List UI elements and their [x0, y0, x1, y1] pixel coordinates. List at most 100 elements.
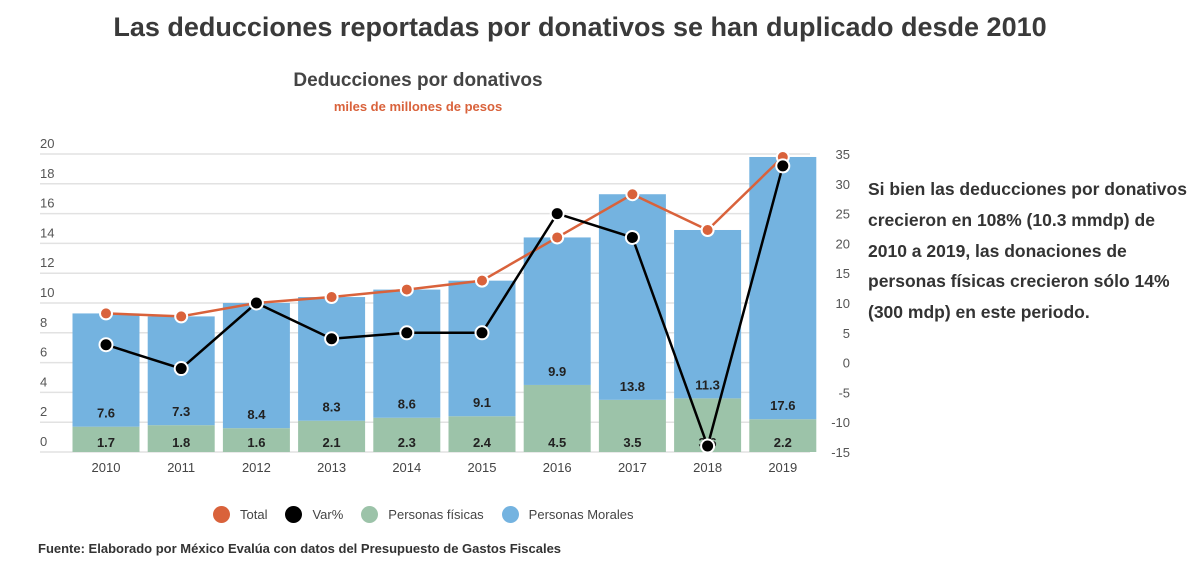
data-label-fisicas: 3.5 [623, 435, 641, 450]
legend: Total Var% Personas físicas Personas Mor… [213, 506, 651, 523]
y-tick-label: 2 [40, 404, 47, 419]
bar-personas-fisicas [749, 419, 817, 452]
page-title: Las deducciones reportadas por donativos… [113, 12, 1047, 42]
data-label-fisicas: 2.3 [398, 435, 416, 450]
bar-personas-morales [598, 194, 666, 400]
chart-subtitle: miles de millones de pesos [333, 99, 503, 114]
y2-tick-label: 0 [843, 356, 850, 371]
x-tick-label: 2013 [317, 460, 346, 475]
line-var [105, 165, 785, 451]
bar-personas-morales [448, 280, 516, 417]
y-tick-label: 6 [40, 345, 47, 360]
legend-item-morales: Personas Morales [501, 506, 633, 523]
point-total [550, 230, 565, 245]
point-var [248, 295, 264, 311]
bar-personas-morales [749, 156, 817, 420]
data-label-morales: 9.1 [473, 395, 491, 410]
y2-tick-label: 10 [836, 296, 850, 311]
legend-item-fisicas: Personas físicas [361, 506, 484, 523]
y2-tick-label: 15 [836, 266, 850, 281]
bar-personas-fisicas [72, 426, 140, 452]
point-var [98, 337, 114, 353]
y-tick-label: 4 [40, 374, 47, 389]
point-total [399, 282, 414, 297]
bar-personas-fisicas [222, 428, 290, 452]
data-label-fisicas: 1.7 [97, 435, 115, 450]
y-tick-label: 10 [40, 285, 54, 300]
data-label-morales: 9.9 [548, 364, 566, 379]
point-var [549, 206, 565, 222]
y2-tick-label: 5 [843, 326, 850, 341]
x-tick-label: 2015 [468, 460, 497, 475]
data-label-morales: 8.4 [247, 407, 266, 422]
legend-swatch [361, 506, 379, 523]
legend-swatch [285, 506, 303, 523]
y2-tick-label: -5 [838, 385, 850, 400]
y-tick-label: 8 [40, 315, 47, 330]
y2-tick-label: -10 [831, 415, 850, 430]
point-total [324, 290, 339, 305]
x-tick-label: 2019 [768, 460, 797, 475]
x-tick-label: 2014 [392, 460, 421, 475]
data-label-morales: 7.3 [172, 404, 190, 419]
point-total [625, 187, 640, 202]
point-var [775, 158, 791, 174]
x-tick-label: 2011 [167, 460, 195, 475]
y2-tick-label: 20 [836, 236, 850, 251]
point-var [324, 331, 340, 347]
y-tick-label: 20 [40, 136, 54, 151]
legend-swatch [213, 506, 230, 523]
y-tick-label: 0 [40, 434, 47, 449]
x-tick-label: 2017 [618, 460, 647, 475]
point-var [173, 361, 189, 377]
bar-personas-morales [373, 289, 441, 418]
data-label-fisicas: 4.5 [548, 435, 566, 450]
point-var [474, 325, 490, 341]
x-tick-label: 2010 [92, 460, 121, 475]
y2-tick-label: 30 [836, 177, 850, 192]
y-tick-label: 18 [40, 166, 54, 181]
y-tick-label: 12 [40, 255, 54, 270]
legend-item-var: Var% [285, 506, 343, 523]
data-label-morales: 13.8 [620, 379, 645, 394]
data-label-fisicas: 2.2 [774, 435, 792, 450]
y-tick-label: 16 [40, 196, 54, 211]
point-total [475, 273, 489, 288]
point-total [174, 309, 189, 324]
y2-tick-label: 25 [836, 207, 850, 222]
chart-title: Deducciones por donativos [293, 70, 543, 91]
data-label-morales: 8.6 [398, 397, 416, 412]
bar-personas-fisicas [523, 384, 591, 452]
data-label-morales: 7.6 [97, 406, 115, 421]
bar-personas-morales [523, 237, 591, 385]
bar-personas-fisicas [373, 417, 441, 452]
data-label-morales: 17.6 [770, 398, 795, 413]
legend-item-total: Total [213, 506, 267, 523]
y2-tick-label: -15 [831, 445, 850, 460]
bar-personas-fisicas [598, 399, 666, 452]
bar-personas-fisicas [298, 420, 366, 452]
source-note: Fuente: Elaborado por México Evalúa con … [38, 541, 562, 556]
point-total [99, 306, 113, 321]
data-label-fisicas: 2.1 [323, 435, 341, 450]
bar-personas-fisicas [448, 416, 516, 452]
data-label-morales: 11.3 [695, 377, 720, 392]
point-var [399, 325, 415, 341]
data-label-morales: 8.3 [323, 400, 341, 415]
x-tick-label: 2012 [242, 460, 271, 475]
legend-swatch [501, 506, 519, 523]
x-tick-label: 2018 [693, 460, 722, 475]
line-total [105, 156, 784, 318]
point-total [700, 222, 715, 237]
bar-personas-morales [298, 297, 366, 421]
data-label-fisicas: 1.8 [172, 435, 190, 450]
x-tick-label: 2016 [543, 460, 572, 475]
bar-personas-fisicas [147, 425, 215, 452]
point-var [700, 438, 716, 454]
data-label-fisicas: 1.6 [247, 435, 265, 450]
bar-personas-morales [674, 229, 742, 399]
bar-personas-morales [72, 313, 140, 427]
annotation-text: Si bien las deducciones por donativos cr… [868, 179, 1187, 323]
